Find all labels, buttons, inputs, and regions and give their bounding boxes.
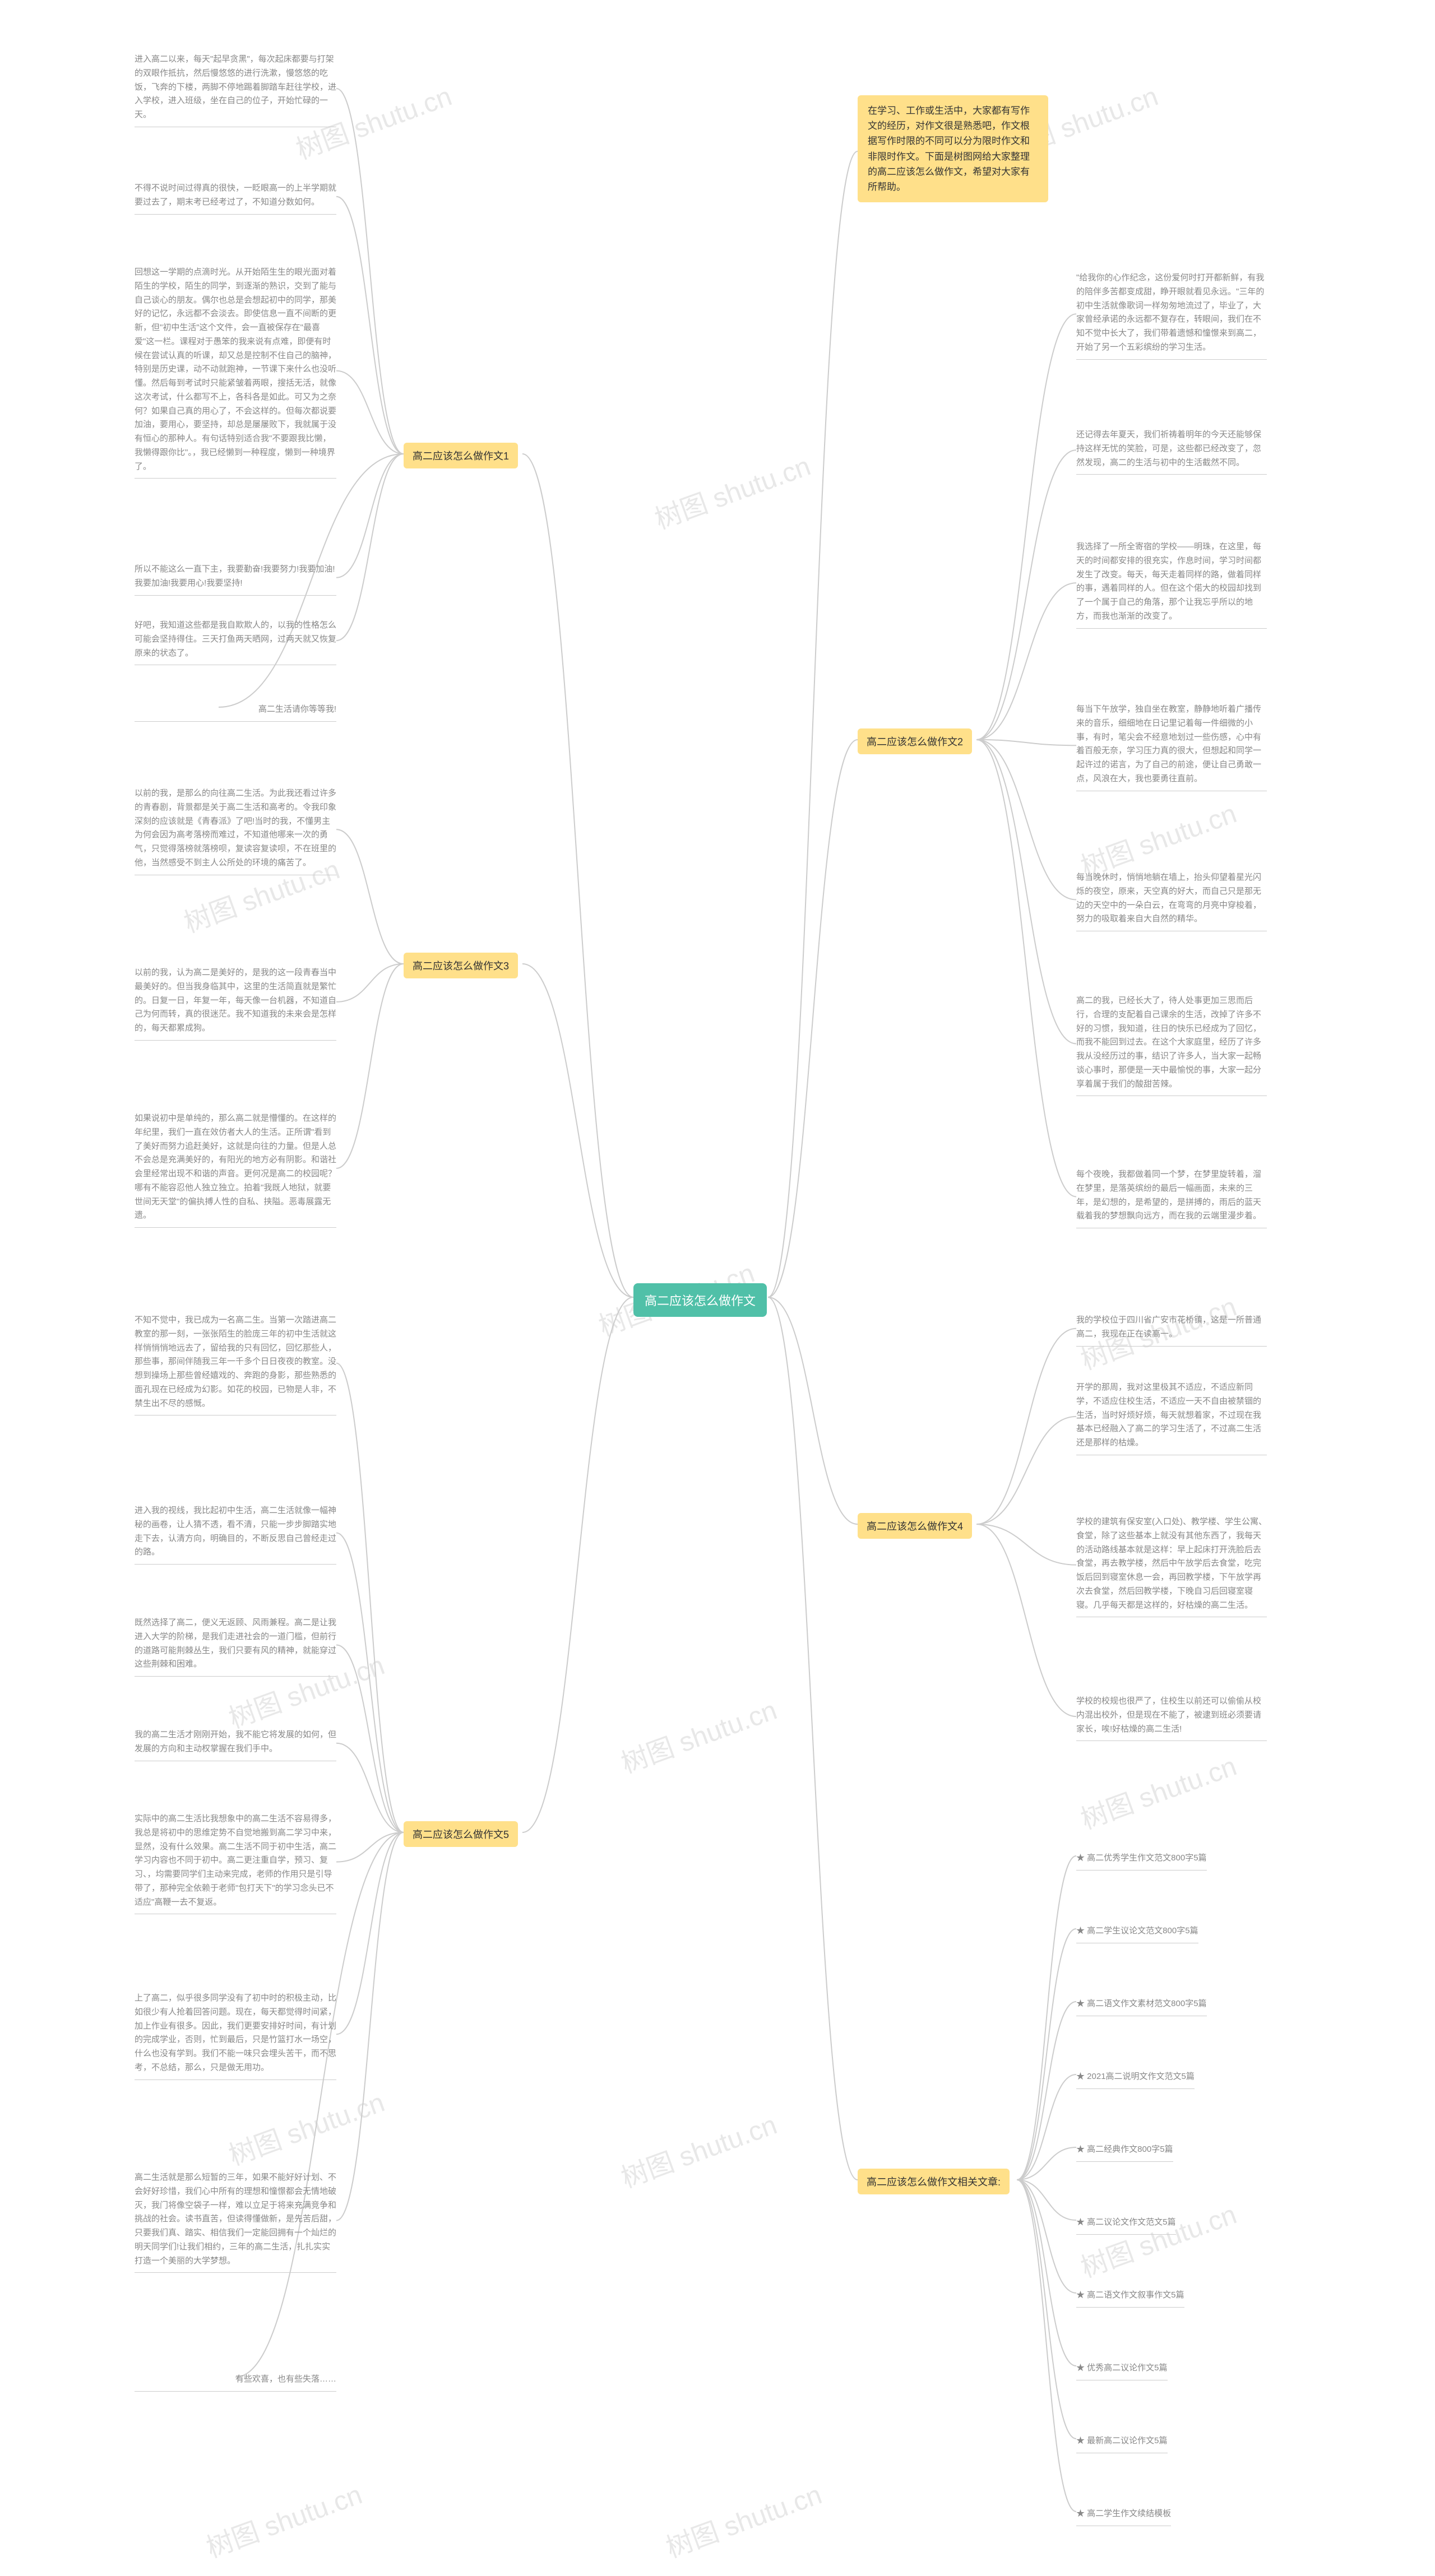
leaf-b1-2: 回想这一学期的点滴时光。从开始陌生生的眼光面对着陌生的学校，陌生的同学，到逐渐的… <box>135 263 336 479</box>
branch-b1[interactable]: 高二应该怎么做作文1 <box>404 443 518 468</box>
watermark: 树图 shutu.cn <box>200 2472 367 2565</box>
leaf-b2-2: 我选择了一所全寄宿的学校——明珠，在这里，每天的时间都安排的很充实，作息时间，学… <box>1076 538 1267 629</box>
leaf-b3-2: 如果说初中是单纯的，那么高二就是懵懂的。在这样的年纪里，我们一直在效仿者大人的生… <box>135 1110 336 1228</box>
leaf-b5-3: 我的高二生活才刚刚开始，我不能它将发展的如何，但发展的方向和主动权掌握在我们手中… <box>135 1726 336 1761</box>
branch-b6[interactable]: 高二应该怎么做作文相关文章: <box>858 2169 1010 2194</box>
leaf-b1-3: 所以不能这么一直下主，我要勤奋!我要努力!我要加油!我要加油!我要用心!我要坚持… <box>135 560 336 596</box>
leaf-b5-2: 既然选择了高二，便义无返顾、风雨兼程。高二是让我进入大学的阶梯，是我们走进社会的… <box>135 1614 336 1677</box>
leaf-b5-6: 高二生活就是那么短暂的三年，如果不能好好计划、不会好好珍惜，我们心中所有的理想和… <box>135 2169 336 2273</box>
leaf-b2-4: 每当晚休时，悄悄地躺在墙上，抬头仰望着星光闪烁的夜空，原来，天空真的好大，而自己… <box>1076 869 1267 931</box>
leaf-b1-0: 进入高二以来，每天"起早贪黑"，每次起床都要与打架的双眼作抵抗，然后慢悠悠的进行… <box>135 50 336 127</box>
leaf-b5-5: 上了高二，似乎很多同学没有了初中时的积极主动，比如很少有人抢着回答问题。现在，每… <box>135 1989 336 2080</box>
leaf-b4-0: 我的学校位于四川省广安市花桥镇，这是一所普通高二，我现在正在读高一。 <box>1076 1311 1267 1347</box>
leaf-b5-4: 实际中的高二生活比我想象中的高二生活不容易得多，我总是将初中的思维定势不自觉地搬… <box>135 1810 336 1914</box>
leaf-b2-1: 还记得去年夏天，我们祈祷着明年的今天还能够保持这样无忧的笑脸，可是，这些都已经改… <box>1076 426 1267 475</box>
branch-b5[interactable]: 高二应该怎么做作文5 <box>404 1821 518 1847</box>
leaf-b1-4: 好吧，我知道这些都是我自欺欺人的，以我的性格怎么可能会坚持得住。三天打鱼两天晒网… <box>135 616 336 665</box>
watermark: 树图 shutu.cn <box>615 2102 781 2195</box>
leaf-b3-1: 以前的我，认为高二是美好的，是我的这一段青春当中最美好的。但当我身临其中，这里的… <box>135 964 336 1041</box>
leaf-b2-0: "给我你的心作纪念，这份爱何时打开都新鲜，有我的陪伴多苦都变成甜，睁开眼就看见永… <box>1076 269 1267 360</box>
leaf-b6-5: ★ 高二议论文作文范文5篇 <box>1076 2213 1176 2235</box>
watermark: 树图 shutu.cn <box>615 1688 781 1780</box>
watermark: 树图 shutu.cn <box>223 2080 389 2173</box>
leaf-b6-3: ★ 2021高二说明文作文范文5篇 <box>1076 2068 1195 2089</box>
leaf-b2-5: 高二的我，已经长大了，待人处事更加三思而后行，合理的支配着自己课余的生活，改掉了… <box>1076 992 1267 1096</box>
watermark: 树图 shutu.cn <box>1075 2192 1241 2285</box>
leaf-b6-7: ★ 优秀高二议论作文5篇 <box>1076 2359 1168 2380</box>
watermark: 树图 shutu.cn <box>1075 1744 1241 1836</box>
leaf-b5-7: 有些欢喜，也有些失落…… <box>135 2370 336 2392</box>
watermark: 树图 shutu.cn <box>649 444 815 536</box>
leaf-b6-6: ★ 高二语文作文叙事作文5篇 <box>1076 2286 1184 2308</box>
leaf-b4-3: 学校的校规也很严了，住校生以前还可以偷偷从校内混出校外，但是现在不能了，被逮到班… <box>1076 1692 1267 1741</box>
leaf-b4-2: 学校的建筑有保安室(入口处)、教学楼、学生公寓、食堂，除了这些基本上就没有其他东… <box>1076 1513 1267 1617</box>
leaf-b6-0: ★ 高二优秀学生作文范文800字5篇 <box>1076 1849 1207 1870</box>
intro-b2: 在学习、工作或生活中，大家都有写作文的经历，对作文很是熟悉吧，作文根据写作时限的… <box>858 95 1048 202</box>
leaf-b1-1: 不得不说时间过得真的很快，一眨眼高一的上半学期就要过去了，期末考已经考过了，不知… <box>135 179 336 215</box>
branch-b3[interactable]: 高二应该怎么做作文3 <box>404 953 518 978</box>
branch-b4[interactable]: 高二应该怎么做作文4 <box>858 1513 972 1539</box>
leaf-b6-2: ★ 高二语文作文素材范文800字5篇 <box>1076 1995 1207 2016</box>
leaf-b6-9: ★ 高二学生作文续结模板 <box>1076 2505 1171 2526</box>
leaf-b3-0: 以前的我，是那么的向往高二生活。为此我还看过许多的青春剧，背景都是关于高二生活和… <box>135 785 336 875</box>
watermark: 树图 shutu.cn <box>660 2472 826 2565</box>
leaf-b4-1: 开学的那周，我对这里极其不适应，不适应新同学，不适应住校生活，不适应一天不自由被… <box>1076 1378 1267 1455</box>
leaf-b2-3: 每当下午放学，独自坐在教室，静静地听着广播传来的音乐，细细地在日记里记着每一件细… <box>1076 700 1267 791</box>
leaf-b6-8: ★ 最新高二议论作文5篇 <box>1076 2432 1168 2453</box>
mindmap-root[interactable]: 高二应该怎么做作文 <box>633 1283 767 1317</box>
leaf-b6-1: ★ 高二学生议论文范文800字5篇 <box>1076 1922 1198 1943</box>
leaf-b2-6: 每个夜晚，我都做着同一个梦，在梦里旋转着，溜在梦里，是落英缤纷的最后一幅画面，未… <box>1076 1166 1267 1228</box>
leaf-b1-5: 高二生活请你等等我! <box>135 700 336 722</box>
leaf-b6-4: ★ 高二经典作文800字5篇 <box>1076 2141 1173 2162</box>
leaf-b5-1: 进入我的视线，我比起初中生活，高二生活就像一幅神秘的画卷，让人猜不透，看不清，只… <box>135 1502 336 1565</box>
branch-b2[interactable]: 高二应该怎么做作文2 <box>858 728 972 754</box>
leaf-b5-0: 不知不觉中，我已成为一名高二生。当第一次踏进高二教室的那一刻，一张张陌生的脸庞三… <box>135 1311 336 1415</box>
